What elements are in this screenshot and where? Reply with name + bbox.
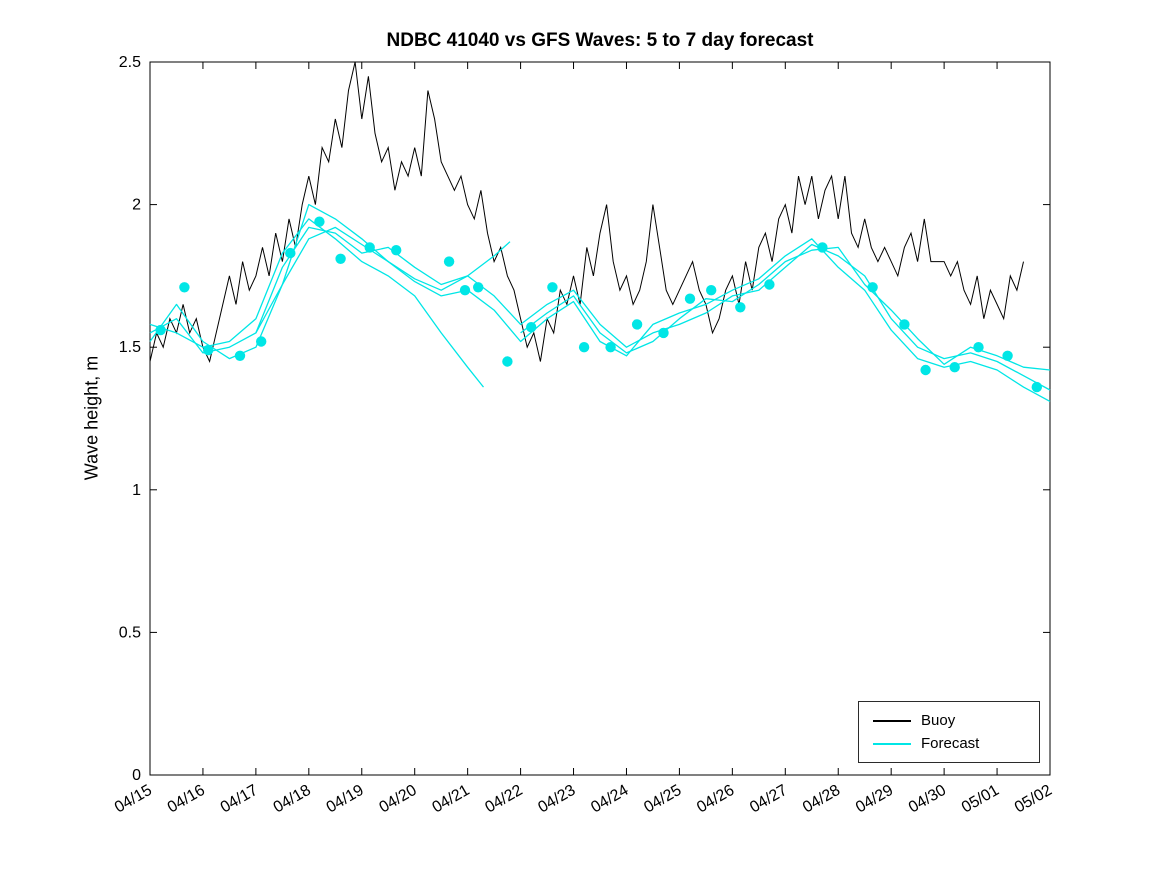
forecast-run-4-line	[255, 226, 511, 334]
x-tick-label: 04/18	[271, 782, 314, 817]
x-tick-label: 04/15	[112, 782, 155, 817]
x-tick-label: 04/19	[324, 782, 367, 817]
forecast-marker-dot	[817, 242, 828, 253]
y-tick-label: 2	[132, 197, 141, 214]
legend: Buoy Forecast	[858, 701, 1040, 763]
y-tick-label: 2.5	[119, 54, 141, 71]
forecast-marker-dot	[1031, 381, 1043, 393]
forecast-marker-dot	[1002, 350, 1013, 361]
forecast-marker-dot	[335, 253, 346, 264]
legend-entry-buoy: Buoy	[859, 709, 1039, 732]
forecast-run-1-line	[149, 226, 1051, 391]
forecast-marker-dot	[364, 242, 375, 253]
forecast-marker-dot	[234, 350, 246, 361]
forecast-marker-dot	[920, 364, 931, 376]
forecast-run-3-line	[149, 218, 485, 388]
forecast-marker-dot	[526, 322, 537, 333]
forecast-marker-dot	[949, 362, 960, 373]
x-tick-label: 04/20	[377, 782, 420, 817]
legend-label-buoy: Buoy	[921, 712, 956, 729]
forecast-marker-dot	[391, 245, 402, 256]
forecast-markers	[155, 216, 1043, 393]
forecast-marker-dot	[973, 342, 984, 353]
x-tick-label: 04/25	[641, 782, 684, 817]
x-tick-label: 04/23	[535, 782, 578, 817]
forecast-marker-dot	[459, 285, 471, 296]
forecast-line-sample-icon	[873, 742, 911, 745]
forecast-marker-dot	[684, 293, 696, 304]
forecast-marker-dot	[443, 256, 455, 267]
forecast-marker-dot	[314, 216, 325, 227]
x-tick-label: 04/27	[747, 782, 790, 817]
x-tick-label: 04/24	[588, 782, 631, 817]
forecast-marker-dot	[764, 279, 775, 290]
forecast-marker-dot	[155, 324, 166, 336]
forecast-marker-dot	[631, 319, 643, 330]
x-tick-label: 04/26	[694, 782, 737, 817]
y-tick-label: 1.5	[119, 339, 141, 356]
x-tick-label: 04/22	[482, 782, 525, 817]
legend-label-forecast: Forecast	[921, 735, 980, 752]
y-tick-label: 0.5	[119, 624, 141, 641]
chart-title: NDBC 41040 vs GFS Waves: 5 to 7 day fore…	[386, 30, 814, 51]
forecast-marker-dot	[578, 342, 590, 353]
y-tick-label: 0	[132, 767, 141, 784]
x-tick-label: 04/16	[165, 782, 208, 817]
forecast-marker-dot	[179, 282, 190, 293]
forecast-marker-dot	[473, 282, 484, 293]
forecast-marker-dot	[899, 319, 910, 330]
forecast-marker-dot	[658, 327, 669, 339]
x-tick-label: 04/30	[906, 782, 949, 817]
forecast-marker-dot	[867, 282, 878, 293]
buoy-line-sample-icon	[873, 719, 911, 722]
x-tick-label: 04/28	[800, 782, 843, 817]
x-tick-label: 05/02	[1012, 782, 1055, 817]
x-tick-label: 04/17	[218, 782, 261, 817]
forecast-marker-dot	[502, 356, 513, 367]
buoy-series-line	[149, 61, 1024, 364]
forecast-marker-dot	[735, 302, 746, 313]
legend-entry-forecast: Forecast	[859, 732, 1039, 755]
x-tick-label: 04/29	[853, 782, 896, 817]
forecast-marker-dot	[706, 285, 717, 296]
forecast-marker-dot	[605, 342, 616, 353]
forecast-marker-dot	[285, 247, 296, 259]
x-tick-label: 05/01	[959, 782, 1002, 817]
axes-box	[149, 61, 1051, 776]
forecast-marker-dot	[547, 282, 558, 293]
y-axis-label: Wave height, m	[81, 355, 102, 481]
x-tick-label: 04/21	[429, 782, 472, 817]
forecast-marker-dot	[203, 344, 214, 356]
forecast-marker-dot	[256, 336, 267, 347]
forecast-run-5-line	[520, 246, 1051, 371]
y-tick-label: 1	[132, 482, 141, 499]
